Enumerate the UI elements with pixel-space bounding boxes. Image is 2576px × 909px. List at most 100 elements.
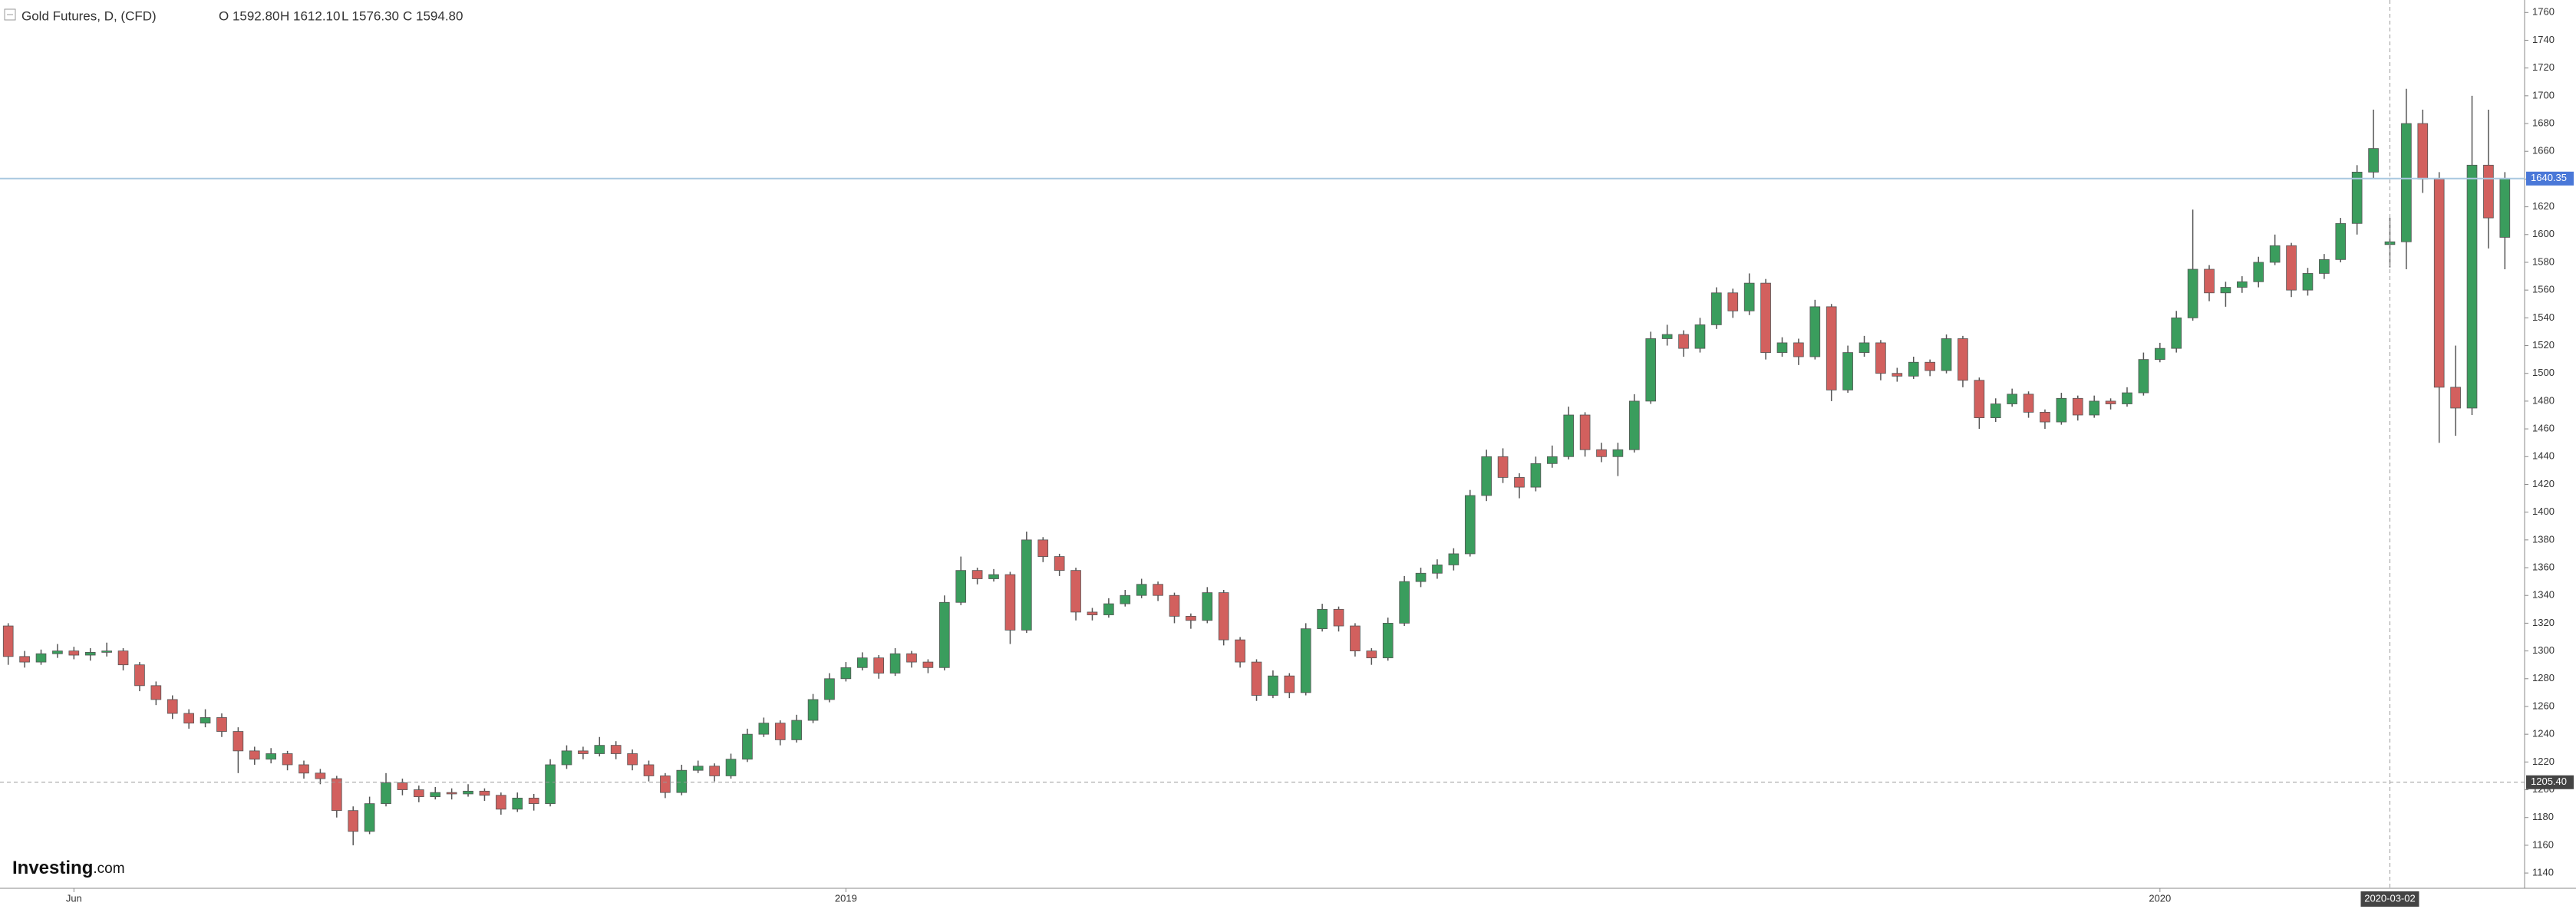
crosshair-x-box	[2360, 891, 2419, 907]
candle-body	[2237, 281, 2248, 288]
collapse-icon[interactable]	[4, 8, 16, 21]
candle-body	[2433, 179, 2445, 388]
candle-body	[1974, 380, 1985, 419]
candle-body	[298, 764, 309, 774]
candle-body	[200, 717, 211, 724]
candle-body	[791, 720, 802, 740]
candle-body	[496, 795, 506, 810]
candle-body	[1284, 675, 1295, 693]
candle-body	[479, 790, 490, 796]
candle-body	[1661, 334, 1673, 339]
y-tick-label: 1440	[2532, 450, 2555, 462]
candle-body	[512, 797, 523, 810]
candle-body	[840, 667, 852, 680]
candle-body	[1941, 338, 1952, 371]
header-open: O 1592.80	[219, 8, 279, 23]
price-label: 1640.35	[2531, 172, 2567, 183]
candle-body	[2122, 392, 2132, 404]
candle-body	[1958, 338, 1968, 381]
candle-body	[2450, 387, 2461, 409]
y-tick-label: 1660	[2532, 145, 2555, 156]
candle-body	[2286, 245, 2297, 291]
candle-body	[807, 699, 819, 721]
candle-body	[134, 664, 145, 687]
candle-body	[1218, 592, 1229, 641]
candle-body	[1317, 608, 1328, 630]
candle-body	[2466, 164, 2478, 409]
candle-body	[1530, 463, 1542, 488]
candle-body	[19, 656, 30, 663]
y-tick-label: 1600	[2532, 228, 2555, 239]
candle-body	[1743, 282, 1755, 311]
candle-body	[2072, 397, 2083, 416]
candle-body	[1694, 324, 1706, 349]
candle-body	[2204, 268, 2215, 294]
candle-body	[610, 745, 622, 754]
candle-body	[938, 601, 950, 668]
candle-body	[117, 650, 129, 666]
candle-body	[397, 782, 408, 790]
candle-body	[889, 653, 901, 674]
candle-body	[709, 766, 720, 776]
candle-body	[2499, 178, 2511, 238]
candle-body	[1448, 553, 1460, 565]
candle-body	[988, 574, 999, 579]
y-tick-label: 1560	[2532, 284, 2555, 295]
candle-body	[824, 678, 835, 700]
candle-body	[1186, 615, 1196, 621]
candle-body	[1645, 338, 1657, 402]
candle-body	[463, 790, 473, 795]
candle-body	[906, 653, 917, 663]
candle-body	[52, 650, 63, 654]
y-tick-label: 1460	[2532, 423, 2555, 434]
candle-body	[561, 750, 572, 766]
candle-body	[1103, 603, 1114, 615]
candle-body	[660, 776, 671, 793]
y-tick-label: 1740	[2532, 34, 2555, 45]
candle-body	[1596, 449, 1607, 457]
y-tick-label: 1620	[2532, 200, 2555, 212]
candle-body	[1202, 592, 1213, 621]
header-close: C 1594.80	[403, 8, 463, 23]
candle-body	[578, 750, 589, 754]
candle-body	[1153, 584, 1163, 596]
candle-body	[2, 625, 14, 657]
candle-body	[446, 792, 457, 795]
candle-body	[1727, 292, 1739, 311]
candle-body	[2417, 123, 2429, 179]
candle-body	[1612, 449, 1624, 457]
candle-body	[2335, 222, 2347, 260]
y-tick-label: 1400	[2532, 506, 2555, 517]
candle-body	[1892, 373, 1903, 377]
candle-body	[774, 723, 786, 740]
candle-body	[2401, 123, 2412, 242]
candle-body	[216, 717, 227, 732]
y-tick-label: 1180	[2532, 811, 2554, 822]
candle-body	[725, 759, 737, 776]
y-tick-label: 1760	[2532, 6, 2555, 18]
candle-body	[1497, 456, 1509, 478]
logo-main: Investing	[12, 858, 93, 878]
candle-body	[1004, 574, 1016, 631]
candle-body	[101, 650, 112, 653]
candle-body	[2138, 359, 2149, 394]
crosshair-y-label: 1205.40	[2531, 776, 2567, 787]
logo: Investing.com	[12, 858, 125, 878]
candle-body	[1350, 625, 1361, 651]
candle-body	[35, 653, 47, 663]
candle-body	[1382, 623, 1394, 659]
candle-body	[1711, 292, 1722, 325]
y-tick-label: 1340	[2532, 589, 2555, 601]
y-tick-label: 1520	[2532, 339, 2555, 351]
y-tick-label: 1720	[2532, 61, 2555, 73]
candle-body	[2105, 400, 2116, 404]
candle-body	[430, 792, 441, 797]
candle-body	[1432, 565, 1443, 574]
header-low: L 1576.30	[341, 8, 399, 23]
candle-body	[1070, 570, 1081, 613]
candle-body	[955, 570, 967, 603]
y-tick-label: 1360	[2532, 561, 2555, 572]
y-tick-label: 1700	[2532, 89, 2555, 100]
crosshair-x-label: 2020-03-02	[2364, 892, 2416, 904]
candle-body	[2187, 268, 2198, 318]
